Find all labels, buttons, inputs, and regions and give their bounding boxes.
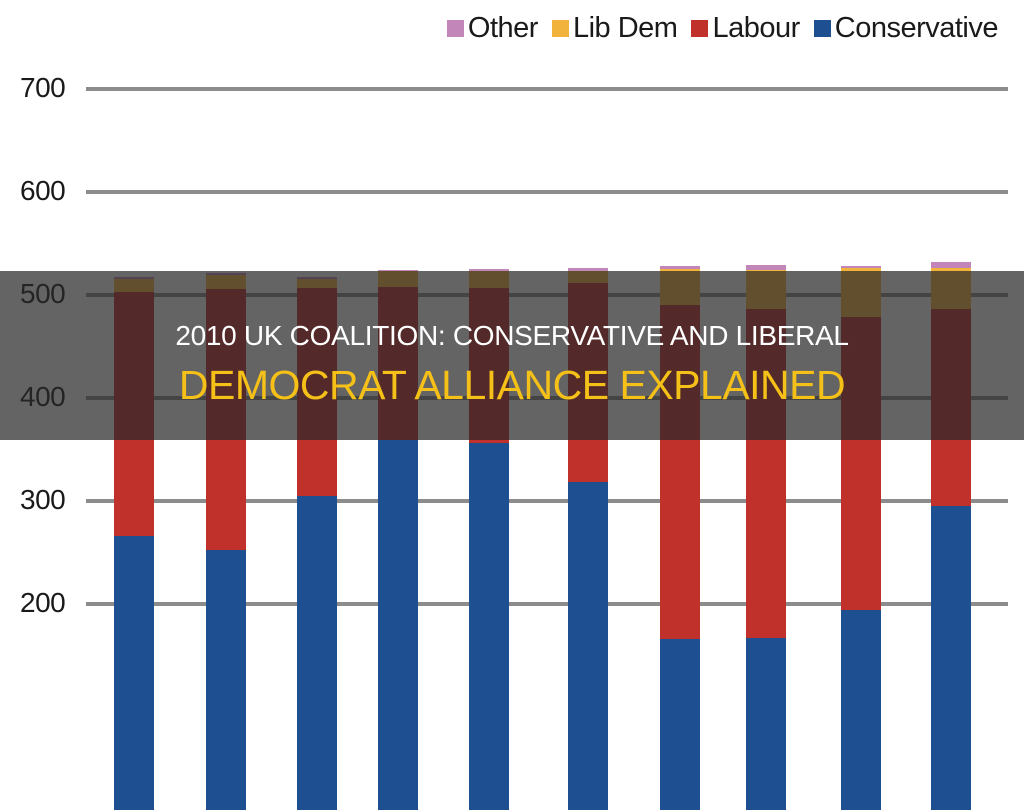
legend-item-other: Other [446, 12, 539, 45]
gridline-700 [86, 87, 1008, 91]
legend-label-labour: Labour [712, 12, 800, 44]
bar-segment-conservative [469, 443, 509, 810]
gridline-600 [86, 190, 1008, 194]
legend-label-lib-dem: Lib Dem [572, 12, 678, 44]
legend-label-other: Other [467, 12, 539, 44]
bar-segment-conservative [297, 495, 337, 810]
y-tick-label: 200 [20, 587, 66, 618]
bar-segment-other [568, 268, 608, 272]
overlay-title-line2: DEMOCRAT ALLIANCE EXPLAINED [178, 362, 846, 408]
bar-segment-conservative [746, 637, 786, 810]
chart-legend: Other Lib Dem Labour Conservative [433, 12, 999, 45]
bar-segment-conservative [114, 536, 154, 810]
legend-swatch-lib-dem [551, 20, 569, 37]
bar-segment-other [469, 269, 509, 272]
legend-swatch-labour [691, 20, 709, 37]
bar-segment-other [746, 265, 786, 271]
bar-segment-other [378, 270, 418, 272]
bar-segment-conservative [568, 482, 608, 810]
legend-label-conservative: Conservative [834, 12, 999, 44]
bar-segment-other [931, 262, 971, 269]
y-tick-label: 300 [20, 484, 66, 515]
bar-segment-other [841, 266, 881, 269]
bar-segment-conservative [206, 550, 246, 810]
legend-item-lib-dem: Lib Dem [551, 12, 678, 45]
bar-segment-other [660, 266, 700, 270]
bar-segment-conservative [378, 440, 418, 810]
title-overlay-banner [0, 271, 1024, 440]
gridline-300 [86, 499, 1008, 503]
legend-item-conservative: Conservative [813, 12, 999, 45]
bar-segment-conservative [660, 639, 700, 810]
bar-segment-conservative [841, 610, 881, 810]
legend-item-labour: Labour [691, 12, 800, 45]
bar-segment-conservative [931, 506, 971, 810]
legend-swatch-conservative [813, 20, 831, 37]
y-tick-label: 700 [20, 72, 66, 103]
gridline-200 [86, 602, 1008, 606]
overlay-title-line1: 2010 UK COALITION: CONSERVATIVE AND LIBE… [175, 320, 849, 351]
y-tick-label: 600 [20, 175, 66, 206]
legend-swatch-other [446, 20, 464, 37]
